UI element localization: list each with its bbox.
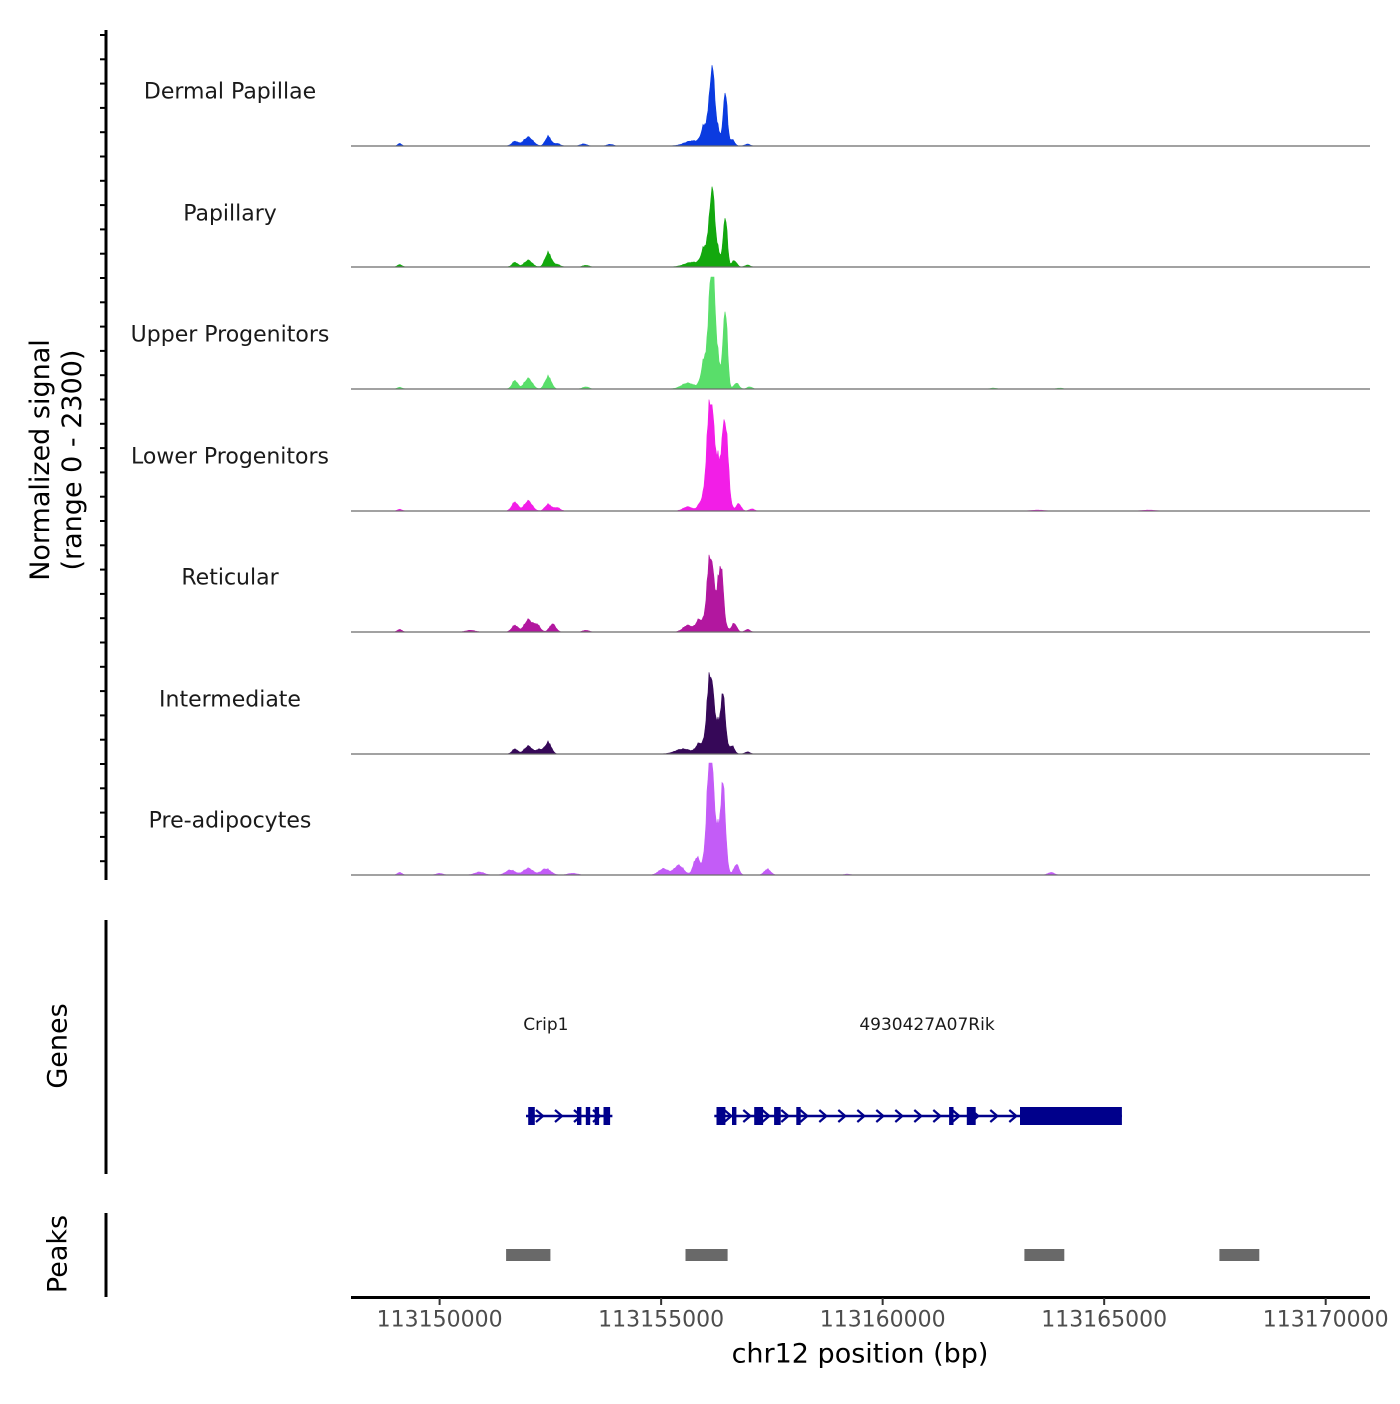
signal-y-axis-title: Normalized signal (range 0 - 2300) (25, 339, 89, 581)
track-reticular (351, 554, 1370, 633)
peak-region (1024, 1249, 1065, 1261)
x-tick-label: 113150000 (376, 1307, 503, 1333)
strand-arrow (761, 1109, 771, 1123)
track-intermediate (351, 672, 1370, 755)
strand-arrow (799, 1109, 809, 1123)
exon-block (774, 1107, 781, 1125)
signal-area-dermal-papillae (351, 65, 1370, 147)
strand-arrow (913, 1109, 923, 1123)
strand-arrow (989, 1109, 999, 1123)
x-tick-label: 113165000 (1041, 1307, 1168, 1333)
exon-block (754, 1107, 764, 1125)
track-label-intermediate: Intermediate (159, 687, 301, 713)
strand-arrow (818, 1109, 828, 1123)
exon-block (732, 1107, 737, 1125)
exon-block (603, 1107, 611, 1125)
x-tick-label: 113155000 (598, 1307, 725, 1333)
signal-area-intermediate (351, 672, 1370, 755)
track-label-reticular: Reticular (181, 565, 279, 591)
exon-block (949, 1107, 954, 1125)
strand-arrow (951, 1109, 961, 1123)
gene-label-4930427a07rik: 4930427A07Rik (859, 1015, 995, 1035)
strand-arrow (894, 1109, 904, 1123)
peaks-y-axis-title: Peaks (42, 1214, 74, 1294)
x-axis-ticks (438, 1298, 1327, 1305)
peaks-track (506, 1249, 1260, 1261)
peak-region (506, 1249, 551, 1261)
peak-region (1219, 1249, 1260, 1261)
track-upper-progenitors (351, 276, 1370, 390)
gene-annotation-track (526, 1107, 1122, 1125)
track-lower-progenitors (351, 399, 1370, 512)
x-tick-label: 113160000 (819, 1307, 946, 1333)
exon-block (594, 1107, 600, 1125)
strand-arrow (554, 1109, 564, 1123)
signal-area-lower-progenitors (351, 399, 1370, 512)
genes-y-axis-title: Genes (42, 1003, 74, 1089)
signal-area-upper-progenitors (351, 276, 1370, 390)
gene-model-4930427a07rik (714, 1107, 1122, 1125)
signal-y-axis-title-line2: (range 0 - 2300) (57, 349, 88, 571)
track-papillary (351, 186, 1370, 268)
strand-arrow (856, 1109, 866, 1123)
signal-area-papillary (351, 186, 1370, 268)
x-axis-title: chr12 position (bp) (731, 1338, 989, 1370)
strand-arrow (875, 1109, 885, 1123)
exon-block (716, 1107, 726, 1125)
exon-block (528, 1107, 535, 1125)
strand-arrow (932, 1109, 942, 1123)
signal-tracks (351, 65, 1370, 876)
track-dermal-papillae (351, 65, 1370, 147)
x-tick-label: 113170000 (1262, 1307, 1389, 1333)
track-label-papillary: Papillary (183, 201, 277, 227)
exon-block (585, 1107, 591, 1125)
exon-block (577, 1107, 582, 1125)
track-label-lower-progenitors: Lower Progenitors (131, 444, 329, 470)
strand-arrow (1008, 1109, 1018, 1123)
strand-arrow (535, 1109, 545, 1123)
signal-y-axis-ticks (100, 34, 106, 863)
signal-y-axis-title-line1: Normalized signal (25, 339, 56, 581)
strand-arrow (837, 1109, 847, 1123)
track-label-dermal-papillae: Dermal Papillae (143, 79, 317, 105)
strand-arrow (723, 1109, 733, 1123)
track-label-pre-adipocytes: Pre-adipocytes (148, 808, 312, 834)
gene-label-crip1: Crip1 (523, 1015, 569, 1035)
peak-region (685, 1249, 728, 1261)
exon-block (796, 1107, 801, 1125)
track-label-upper-progenitors: Upper Progenitors (130, 322, 330, 348)
signal-area-pre-adipocytes (351, 762, 1370, 876)
track-pre-adipocytes (351, 762, 1370, 876)
strand-arrow (780, 1109, 790, 1123)
gene-model-crip1 (526, 1107, 613, 1125)
exon-block (1020, 1107, 1122, 1125)
exon-block (966, 1107, 976, 1125)
strand-arrow (742, 1109, 752, 1123)
signal-area-reticular (351, 554, 1370, 633)
